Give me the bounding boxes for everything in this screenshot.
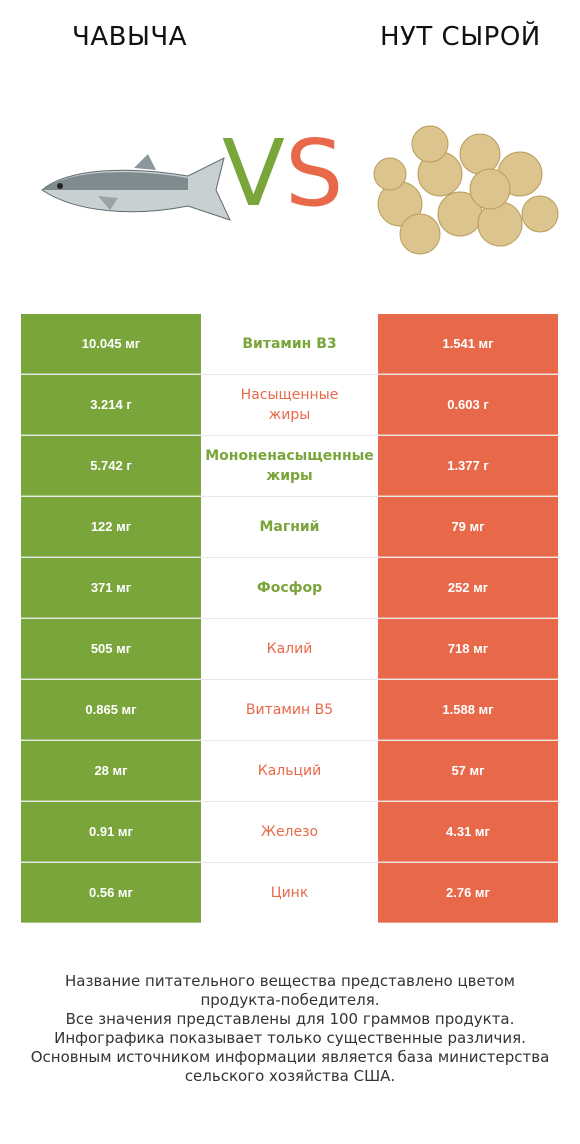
nutrient-comparison-table: 10.045 мг Витамин B3 1.541 мг 3.214 г Насыще… — [21, 314, 558, 923]
table-row: 122 мг Магний 79 мг — [21, 497, 558, 558]
footer-line: Название питательного вещества представл… — [65, 972, 515, 990]
nutrient-name: Калий — [266, 641, 313, 657]
right-value: 4.31 мг — [378, 802, 558, 862]
vs-letter-v: V — [222, 120, 285, 227]
nutrient-name: Кальций — [257, 763, 322, 779]
left-value: 0.91 мг — [21, 802, 201, 862]
nutrient-name: Витамин B3 — [242, 336, 337, 352]
right-product-title: НУТ СЫРОЙ — [380, 22, 541, 52]
left-value: 5.742 г — [21, 436, 201, 496]
table-row: 0.865 мг Витамин B5 1.588 мг — [21, 680, 558, 741]
left-value: 371 мг — [21, 558, 201, 618]
left-value: 505 мг — [21, 619, 201, 679]
table-row: 371 мг Фосфор 252 мг — [21, 558, 558, 619]
footer-line: Основным источником информации является … — [30, 1048, 550, 1066]
footer-line: продукта-победителя. — [200, 991, 380, 1009]
footer-line: Инфографика показывает только существенн… — [54, 1029, 526, 1047]
footer-line: Все значения представлены для 100 граммо… — [65, 1010, 515, 1028]
right-value: 2.76 мг — [378, 863, 558, 923]
table-row: 0.91 мг Железо 4.31 мг — [21, 802, 558, 863]
table-row: 28 мг Кальций 57 мг — [21, 741, 558, 802]
salmon-fish-image — [41, 154, 231, 221]
table-row: 505 мг Калий 718 мг — [21, 619, 558, 680]
nutrient-name: Мононенасыщенные жиры — [205, 448, 374, 484]
table-row: 5.742 г Мононенасыщенные жиры 1.377 г — [21, 436, 558, 497]
nutrient-name: Магний — [259, 519, 320, 535]
nutrient-name: Витамин B5 — [245, 702, 334, 718]
right-value: 57 мг — [378, 741, 558, 801]
versus-label: VS — [222, 128, 343, 220]
vs-letter-s: S — [284, 120, 344, 227]
right-value: 1.541 мг — [378, 314, 558, 374]
right-value: 0.603 г — [378, 375, 558, 435]
nutrient-name: Цинк — [270, 885, 309, 901]
right-value: 1.588 мг — [378, 680, 558, 740]
right-value: 1.377 г — [378, 436, 558, 496]
nutrient-name: Насыщенные жиры — [240, 387, 339, 423]
table-row: 10.045 мг Витамин B3 1.541 мг — [21, 314, 558, 375]
left-value: 3.214 г — [21, 375, 201, 435]
nutrient-name: Фосфор — [256, 580, 323, 596]
left-value: 28 мг — [21, 741, 201, 801]
right-value: 718 мг — [378, 619, 558, 679]
left-product-title: ЧАВЫЧА — [72, 22, 187, 52]
footer-line: сельского хозяйства США. — [184, 1067, 396, 1085]
left-value: 0.56 мг — [21, 863, 201, 923]
footer-notes: Название питательного вещества представл… — [0, 972, 580, 1086]
table-row: 0.56 мг Цинк 2.76 мг — [21, 863, 558, 923]
nutrient-name: Железо — [260, 824, 319, 840]
left-value: 10.045 мг — [21, 314, 201, 374]
left-value: 122 мг — [21, 497, 201, 557]
right-value: 79 мг — [378, 497, 558, 557]
chickpeas-image — [373, 125, 559, 255]
left-value: 0.865 мг — [21, 680, 201, 740]
hero-images: VS — [0, 110, 580, 260]
table-row: 3.214 г Насыщенные жиры 0.603 г — [21, 375, 558, 436]
right-value: 252 мг — [378, 558, 558, 618]
